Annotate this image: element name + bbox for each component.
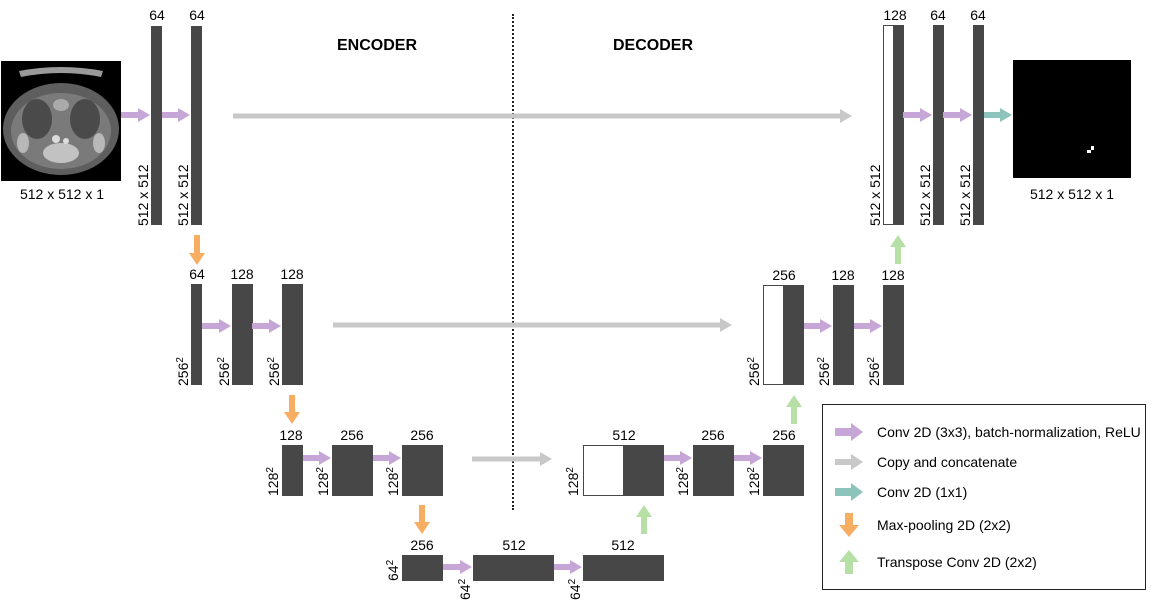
enc-l2-block-2 — [282, 284, 303, 385]
legend-item-copy: Copy and concatenate — [833, 450, 1017, 474]
conv-arrow-l1-dec-a — [903, 108, 932, 122]
dec-l3-ch-concat: 512 — [612, 427, 636, 443]
dec-l3-block-1 — [693, 445, 734, 496]
enc-l3-ch-2: 256 — [410, 427, 434, 443]
enc-l2-block-1 — [232, 284, 253, 385]
dec-l3-block-2 — [763, 445, 804, 496]
dec-l2-upsampled-half — [783, 285, 804, 385]
dec-l1-ch-2: 64 — [970, 7, 986, 23]
bottleneck-ch-2: 512 — [611, 537, 635, 553]
encoder-heading: ENCODER — [336, 37, 418, 54]
enc-l3-block-0 — [282, 445, 303, 496]
enc-l3-block-1 — [332, 445, 373, 496]
conv-arrow-l1-enc-a — [121, 108, 150, 122]
dec-l2-ch-1: 128 — [831, 267, 855, 283]
segmentation-mask-graphic — [1013, 60, 1131, 178]
bottleneck-block-1 — [473, 555, 554, 581]
upconv-arrow-l3 — [786, 395, 802, 424]
dec-l1-ch-1: 64 — [930, 7, 946, 23]
dec-l1-ch-concat: 128 — [883, 7, 907, 23]
enc-l2-ch-1: 128 — [230, 266, 254, 282]
enc-l2-ch-0: 64 — [189, 266, 205, 282]
enc-l1-ch-1: 64 — [149, 7, 165, 23]
decoder-heading: DECODER — [612, 37, 694, 54]
dec-l2-block-1 — [833, 285, 854, 385]
dec-l2-ch-2: 128 — [881, 267, 905, 283]
bottleneck-ch-1: 512 — [502, 537, 526, 553]
upconv-arrow-l2 — [890, 235, 906, 264]
conv-arrow-l4-b — [554, 560, 582, 574]
conv-arrow-l2-dec-a — [804, 319, 832, 333]
pool-arrow-l3 — [414, 505, 430, 534]
purple-right-arrow-icon — [835, 423, 863, 441]
pool-arrow-l2 — [284, 395, 300, 424]
conv-arrow-l2-dec-b — [854, 319, 882, 333]
legend-conv1x1-label: Conv 2D (1x1) — [877, 484, 968, 500]
legend: Conv 2D (3x3), batch-normalization, ReLU… — [822, 404, 1146, 590]
output-size-label: 512 x 512 x 1 — [1029, 186, 1115, 202]
bottleneck-ch-0: 256 — [410, 537, 434, 553]
conv-arrow-l2-enc-b — [252, 319, 281, 333]
enc-l3-ch-0: 128 — [279, 427, 303, 443]
enc-l2-block-0 — [191, 284, 202, 385]
conv-arrow-l1-dec-b — [943, 108, 972, 122]
conv-arrow-l1-enc-b — [162, 108, 190, 122]
dec-l1-block-2 — [973, 25, 984, 225]
enc-l1-block-2 — [191, 26, 202, 225]
dec-l1-block-1 — [933, 25, 944, 225]
conv1x1-arrow — [984, 108, 1012, 122]
dec-l2-block-2 — [883, 285, 904, 385]
enc-l1-block-1 — [151, 26, 162, 225]
orange-down-arrow-icon — [839, 513, 859, 537]
conv-arrow-l3-dec-b — [734, 451, 762, 465]
dec-l3-ch-1: 256 — [701, 427, 725, 443]
dec-l1-upsampled-half — [893, 25, 904, 225]
conv-arrow-l2-enc-a — [202, 319, 231, 333]
copy-arrow-l1 — [233, 109, 852, 123]
copy-arrow-l2 — [333, 318, 732, 332]
bottleneck-block-0 — [402, 555, 443, 581]
conv-arrow-l3-enc-b — [373, 451, 401, 465]
enc-l3-ch-1: 256 — [340, 427, 364, 443]
enc-l3-block-2 — [402, 445, 443, 496]
bottleneck-block-2 — [583, 555, 664, 581]
output-mask-image — [1013, 60, 1131, 178]
legend-copy-label: Copy and concatenate — [877, 454, 1018, 470]
green-up-arrow-icon — [839, 550, 859, 574]
legend-item-upconv: Transpose Conv 2D (2x2) — [833, 550, 1037, 574]
upconv-arrow-l4 — [636, 505, 652, 534]
pool-arrow-l1 — [189, 235, 205, 265]
enc-l2-ch-2: 128 — [280, 266, 304, 282]
legend-item-conv1x1: Conv 2D (1x1) — [833, 480, 967, 504]
dec-l2-ch-concat: 256 — [772, 267, 796, 283]
enc-l1-ch-2: 64 — [189, 7, 205, 23]
legend-item-conv: Conv 2D (3x3), batch-normalization, ReLU — [833, 420, 1141, 444]
ct-scan-graphic — [1, 61, 121, 181]
gray-right-arrow-icon — [835, 454, 863, 470]
conv-arrow-l3-dec-a — [664, 451, 692, 465]
dec-l3-upsampled-half — [623, 445, 664, 496]
dec-l3-ch-2: 256 — [772, 427, 796, 443]
input-size-label: 512 x 512 x 1 — [19, 186, 105, 202]
legend-pool-label: Max-pooling 2D (2x2) — [877, 517, 1011, 533]
input-ct-image — [1, 61, 121, 181]
copy-arrow-l3 — [472, 452, 552, 466]
teal-right-arrow-icon — [835, 483, 863, 501]
legend-conv-label: Conv 2D (3x3), batch-normalization, ReLU — [877, 424, 1141, 440]
legend-item-pool: Max-pooling 2D (2x2) — [833, 513, 1011, 537]
conv-arrow-l3-enc-a — [303, 451, 331, 465]
dec-l3-copied-half — [583, 445, 624, 496]
encoder-decoder-divider — [512, 14, 514, 510]
conv-arrow-l4-a — [443, 560, 472, 574]
legend-upconv-label: Transpose Conv 2D (2x2) — [877, 554, 1037, 570]
